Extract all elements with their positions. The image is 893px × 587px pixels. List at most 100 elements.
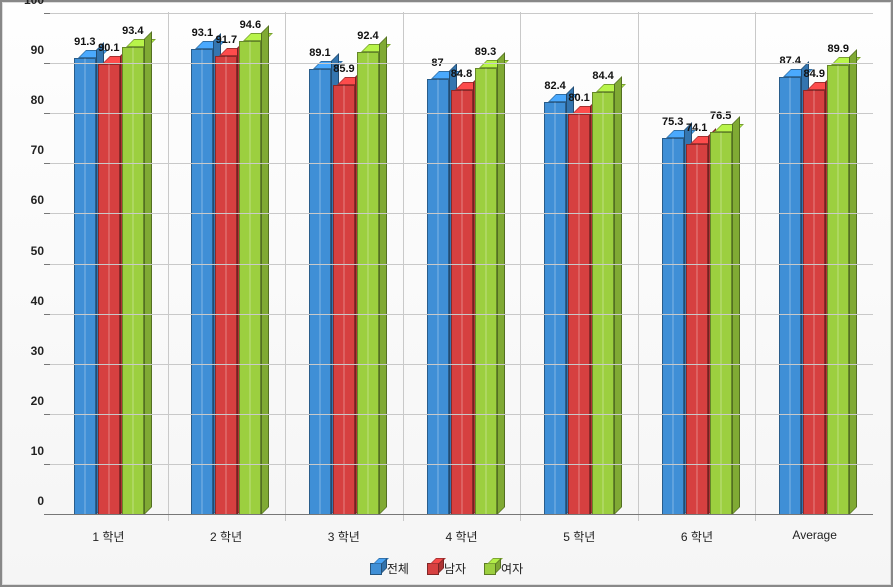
grid-line (50, 364, 873, 365)
y-tick (44, 63, 50, 64)
grid-line (50, 213, 873, 214)
y-tick-label: 30 (31, 344, 44, 358)
y-tick-label: 100 (24, 0, 44, 7)
x-axis-baseline (50, 514, 873, 515)
grid-line (50, 13, 873, 14)
x-tick-label: 4 학년 (402, 528, 520, 545)
y-tick-label: 70 (31, 143, 44, 157)
bar: 91.7 (215, 56, 237, 515)
bar-value-label: 85.9 (333, 63, 354, 75)
bar: 91.3 (74, 58, 96, 515)
bar-chart: 91.390.193.493.191.794.689.185.992.48784… (0, 0, 893, 587)
bar-value-label: 84.4 (592, 70, 613, 82)
grid-line (50, 314, 873, 315)
legend-item: 남자 (427, 560, 466, 577)
y-tick (44, 13, 50, 14)
bar: 76.5 (710, 132, 732, 515)
y-tick (44, 314, 50, 315)
plot-area: 91.390.193.493.191.794.689.185.992.48784… (50, 14, 873, 515)
bar-value-label: 94.6 (240, 19, 261, 31)
y-tick-label: 90 (31, 43, 44, 57)
bar: 87.4 (779, 77, 801, 515)
bar-value-label: 92.4 (357, 30, 378, 42)
legend-swatch (427, 563, 439, 575)
bar-group: 75.374.176.5 (638, 14, 756, 515)
legend-swatch (484, 563, 496, 575)
bar-group: 91.390.193.4 (50, 14, 168, 515)
y-tick-label: 0 (37, 494, 44, 508)
bar-value-label: 87.4 (780, 55, 801, 67)
bar: 93.4 (122, 47, 144, 515)
y-tick (44, 213, 50, 214)
bar-value-label: 91.3 (74, 36, 95, 48)
y-tick (44, 364, 50, 365)
x-tick-label: 3 학년 (284, 528, 402, 545)
bar: 74.1 (686, 144, 708, 515)
x-tick-label: 1 학년 (50, 528, 167, 545)
grid-line (50, 63, 873, 64)
legend-label: 여자 (501, 560, 523, 577)
grid-line (50, 113, 873, 114)
y-tick-label: 40 (31, 294, 44, 308)
bar: 90.1 (98, 64, 120, 515)
bar: 87 (427, 79, 449, 515)
bar-group: 89.185.992.4 (285, 14, 403, 515)
bar-group: 93.191.794.6 (168, 14, 286, 515)
bar-value-label: 89.3 (475, 46, 496, 58)
y-tick (44, 464, 50, 465)
bar: 89.9 (827, 65, 849, 515)
bar-value-label: 84.8 (451, 68, 472, 80)
bar: 89.3 (475, 68, 497, 515)
bar-group: 87.484.989.9 (755, 14, 873, 515)
y-tick-label: 50 (31, 244, 44, 258)
grid-line (50, 464, 873, 465)
bar: 89.1 (309, 69, 331, 515)
bar-value-label: 76.5 (710, 110, 731, 122)
y-tick-label: 10 (31, 444, 44, 458)
grid-line (50, 264, 873, 265)
y-tick (44, 113, 50, 114)
bar: 94.6 (239, 41, 261, 515)
legend-label: 전체 (387, 560, 409, 577)
grid-line (50, 414, 873, 415)
bar-group: 8784.889.3 (403, 14, 521, 515)
bar-value-label: 89.1 (309, 47, 330, 59)
bar: 84.8 (451, 90, 473, 515)
bar-group: 82.480.184.4 (520, 14, 638, 515)
bar: 85.9 (333, 85, 355, 515)
bar: 92.4 (357, 52, 379, 515)
legend-label: 남자 (444, 560, 466, 577)
bar-value-label: 89.9 (828, 43, 849, 55)
bar: 84.9 (803, 90, 825, 515)
grid-line (50, 163, 873, 164)
y-tick-label: 60 (31, 193, 44, 207)
bar-value-label: 80.1 (568, 92, 589, 104)
y-tick (44, 514, 50, 515)
x-tick-label: 6 학년 (638, 528, 756, 545)
legend-swatch (370, 563, 382, 575)
bar-value-label: 84.9 (804, 68, 825, 80)
x-tick-label: 2 학년 (167, 528, 285, 545)
legend-item: 전체 (370, 560, 409, 577)
y-tick-label: 80 (31, 93, 44, 107)
bar-value-label: 74.1 (686, 122, 707, 134)
bar: 84.4 (592, 92, 614, 515)
bar-value-label: 91.7 (216, 34, 237, 46)
x-tick-label: 5 학년 (520, 528, 638, 545)
bar: 93.1 (191, 49, 213, 515)
legend-item: 여자 (484, 560, 523, 577)
x-tick-label: Average (755, 528, 873, 545)
bar-value-label: 75.3 (662, 116, 683, 128)
y-tick (44, 264, 50, 265)
y-tick-label: 20 (31, 394, 44, 408)
y-tick (44, 414, 50, 415)
bar: 75.3 (662, 138, 684, 515)
bar-groups: 91.390.193.493.191.794.689.185.992.48784… (50, 14, 873, 515)
bar-value-label: 93.4 (122, 25, 143, 37)
y-tick (44, 163, 50, 164)
bar-value-label: 93.1 (192, 27, 213, 39)
bar-value-label: 90.1 (98, 42, 119, 54)
bar-value-label: 82.4 (544, 80, 565, 92)
legend: 전체 남자 여자 (2, 560, 891, 577)
x-axis-labels: 1 학년2 학년3 학년4 학년5 학년6 학년Average (50, 528, 873, 545)
